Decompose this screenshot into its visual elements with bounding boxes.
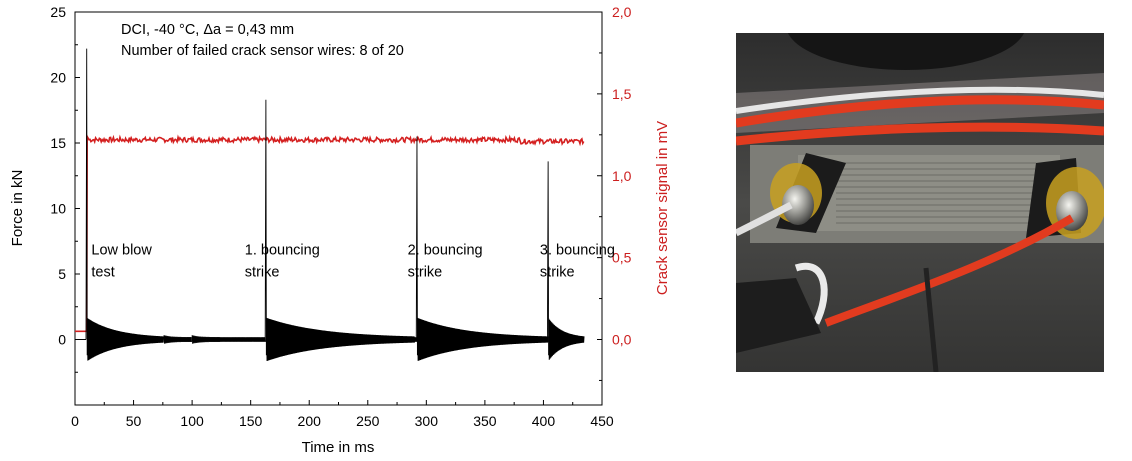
crack-sensor-signal-line — [75, 133, 585, 333]
y-left-tick-label: 15 — [50, 135, 66, 151]
crack-sensor-photo-icon — [736, 33, 1104, 372]
x-axis-label: Time in ms — [302, 439, 375, 456]
y-left-tick-label: 25 — [50, 4, 66, 20]
info-line-1: DCI, -40 °C, Δa = 0,43 mm — [121, 22, 294, 38]
x-tick-label: 250 — [356, 413, 380, 429]
x-tick-label: 150 — [239, 413, 263, 429]
y-left-tick-label: 20 — [50, 70, 66, 86]
y-left-tick-label: 5 — [58, 266, 66, 282]
y-right-tick-label: 2,0 — [612, 4, 632, 20]
y-left-tick-label: 10 — [50, 201, 66, 217]
y-left-axis-ticks: 0 5 10 15 20 25 — [50, 4, 80, 373]
strike-annotation-line: strike — [408, 264, 443, 280]
x-tick-label: 300 — [415, 413, 439, 429]
force-strike-1 — [85, 48, 165, 361]
annotations: Low blow test 1. bouncing strike 2. bouncing… — [91, 242, 615, 280]
y-right-tick-label: 0,5 — [612, 250, 632, 266]
x-tick-label: 50 — [126, 413, 142, 429]
y-left-tick-label: 0 — [58, 332, 66, 348]
force-strike-4 — [546, 161, 585, 360]
strike-annotation-line: test — [91, 264, 114, 280]
x-axis-ticks: 0 50 100 150 200 250 300 350 400 450 — [71, 400, 614, 429]
crack-sensor-photo — [736, 33, 1104, 372]
strike-annotation-line: 1. bouncing — [245, 242, 320, 258]
x-tick-label: 100 — [180, 413, 204, 429]
strike-annotation-line: 3. bouncing — [540, 242, 615, 258]
x-tick-label: 0 — [71, 413, 79, 429]
x-tick-label: 350 — [473, 413, 497, 429]
x-tick-label: 400 — [532, 413, 556, 429]
strike-annotation-line: 2. bouncing — [408, 242, 483, 258]
force-ringing-segment — [367, 335, 418, 344]
x-tick-label: 450 — [590, 413, 614, 429]
force-ringing-segment — [191, 335, 267, 344]
y-right-axis-ticks: 0,0 0,5 1,0 1,5 2,0 — [597, 4, 632, 381]
series-layer — [75, 48, 585, 361]
y-right-tick-label: 0,0 — [612, 332, 632, 348]
x-tick-label: 200 — [298, 413, 322, 429]
strike-annotation-line: strike — [540, 264, 575, 280]
y-left-axis-label: Force in kN — [9, 170, 26, 247]
info-line-2: Number of failed crack sensor wires: 8 o… — [121, 43, 404, 59]
force-and-crack-sensor-chart: 0 50 100 150 200 250 300 350 400 450 0 5 10 15 20 25 0… — [9, 4, 671, 456]
strike-annotation-line: Low blow — [91, 242, 152, 258]
y-right-tick-label: 1,0 — [612, 168, 632, 184]
y-right-axis-label: Crack sensor signal in mV — [654, 121, 671, 295]
force-ringing-segment — [163, 335, 193, 344]
y-right-tick-label: 1,5 — [612, 86, 632, 102]
force-ringing-segment — [461, 335, 549, 344]
strike-annotation-line: strike — [245, 264, 280, 280]
